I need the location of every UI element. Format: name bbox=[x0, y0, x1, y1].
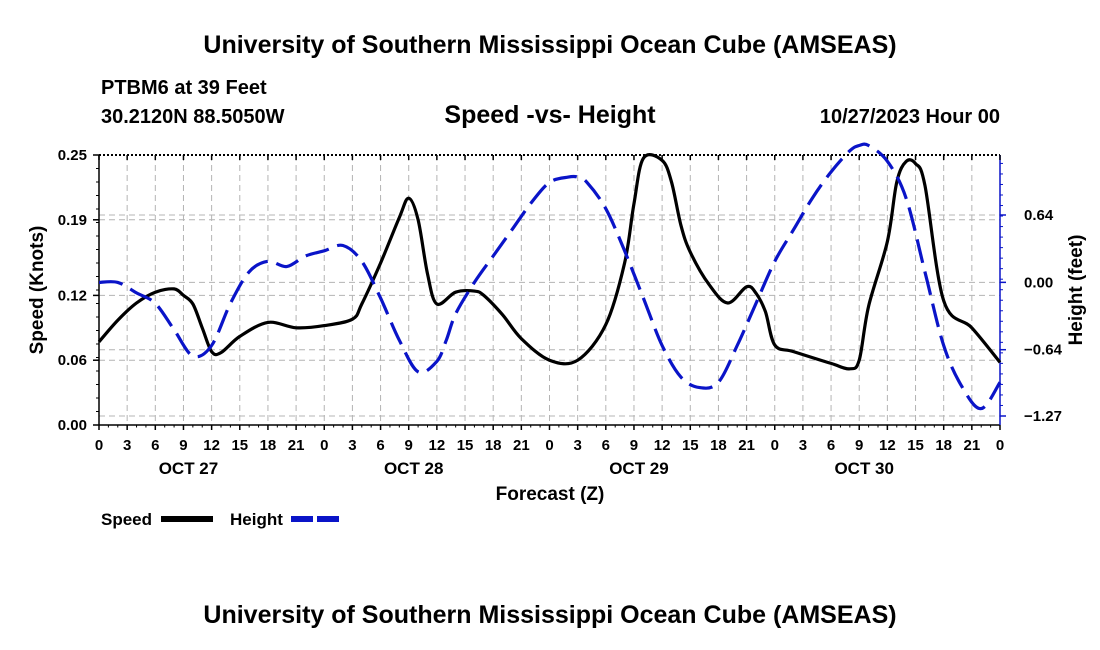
chart-subtitle: Speed -vs- Height bbox=[444, 101, 656, 129]
x-tick-label: 6 bbox=[602, 437, 610, 454]
station-coords: 30.2120N 88.5050W bbox=[101, 106, 285, 128]
x-tick-label: 3 bbox=[123, 437, 131, 454]
x-tick-label: 0 bbox=[95, 437, 103, 454]
x-tick-label: 12 bbox=[879, 437, 896, 454]
y-tick-label: 0.00 bbox=[58, 417, 87, 434]
y-tick-label: 0.12 bbox=[58, 287, 87, 304]
x-tick-label: 0 bbox=[545, 437, 553, 454]
chart-title-main: University of Southern Mississippi Ocean… bbox=[203, 31, 897, 59]
x-tick-label: 6 bbox=[376, 437, 384, 454]
y-right-tick-label: −1.27 bbox=[1024, 408, 1062, 425]
legend-label-speed: Speed bbox=[101, 510, 152, 529]
x-date-label: OCT 30 bbox=[834, 459, 894, 478]
x-tick-label: 0 bbox=[771, 437, 779, 454]
station-name: PTBM6 at 39 Feet bbox=[101, 77, 267, 99]
x-axis-title: Forecast (Z) bbox=[496, 484, 605, 505]
x-date-label: OCT 28 bbox=[384, 459, 444, 478]
x-tick-label: 9 bbox=[855, 437, 863, 454]
x-tick-label: 12 bbox=[654, 437, 671, 454]
x-tick-label: 15 bbox=[907, 437, 924, 454]
x-tick-label: 12 bbox=[429, 437, 446, 454]
x-tick-label: 9 bbox=[405, 437, 413, 454]
x-tick-label: 18 bbox=[935, 437, 952, 454]
y-axis-title: Speed (Knots) bbox=[27, 226, 48, 355]
x-tick-label: 9 bbox=[179, 437, 187, 454]
x-tick-label: 21 bbox=[964, 437, 981, 454]
y-right-tick-label: 0.00 bbox=[1024, 274, 1053, 291]
series-line-height bbox=[98, 142, 1002, 411]
y-tick-label: 0.19 bbox=[58, 212, 87, 229]
x-tick-label: 0 bbox=[996, 437, 1004, 454]
x-tick-label: 18 bbox=[260, 437, 277, 454]
x-tick-label: 0 bbox=[320, 437, 328, 454]
y-right-tick-label: −0.64 bbox=[1024, 342, 1063, 359]
x-tick-label: 3 bbox=[348, 437, 356, 454]
footer-title: University of Southern Mississippi Ocean… bbox=[203, 601, 897, 629]
legend-label-height: Height bbox=[230, 510, 283, 529]
y-tick-label: 0.06 bbox=[58, 352, 87, 369]
x-tick-label: 9 bbox=[630, 437, 638, 454]
x-tick-label: 3 bbox=[799, 437, 807, 454]
x-tick-label: 15 bbox=[682, 437, 699, 454]
x-tick-label: 3 bbox=[573, 437, 581, 454]
y-right-tick-label: 0.64 bbox=[1024, 207, 1054, 224]
x-tick-label: 21 bbox=[513, 437, 530, 454]
series-line-speed bbox=[97, 153, 1002, 371]
x-tick-label: 15 bbox=[457, 437, 474, 454]
x-tick-label: 6 bbox=[151, 437, 159, 454]
y-tick-label: 0.25 bbox=[58, 147, 87, 164]
x-tick-label: 12 bbox=[203, 437, 220, 454]
x-date-label: OCT 29 bbox=[609, 459, 669, 478]
y-axis-title-right: Height (feet) bbox=[1066, 235, 1087, 346]
x-tick-label: 21 bbox=[288, 437, 305, 454]
x-tick-label: 18 bbox=[485, 437, 502, 454]
x-date-label: OCT 27 bbox=[159, 459, 219, 478]
x-tick-label: 15 bbox=[231, 437, 248, 454]
run-date-label: 10/27/2023 Hour 00 bbox=[819, 106, 1000, 128]
x-tick-label: 21 bbox=[738, 437, 755, 454]
x-tick-label: 6 bbox=[827, 437, 835, 454]
x-tick-label: 18 bbox=[710, 437, 727, 454]
